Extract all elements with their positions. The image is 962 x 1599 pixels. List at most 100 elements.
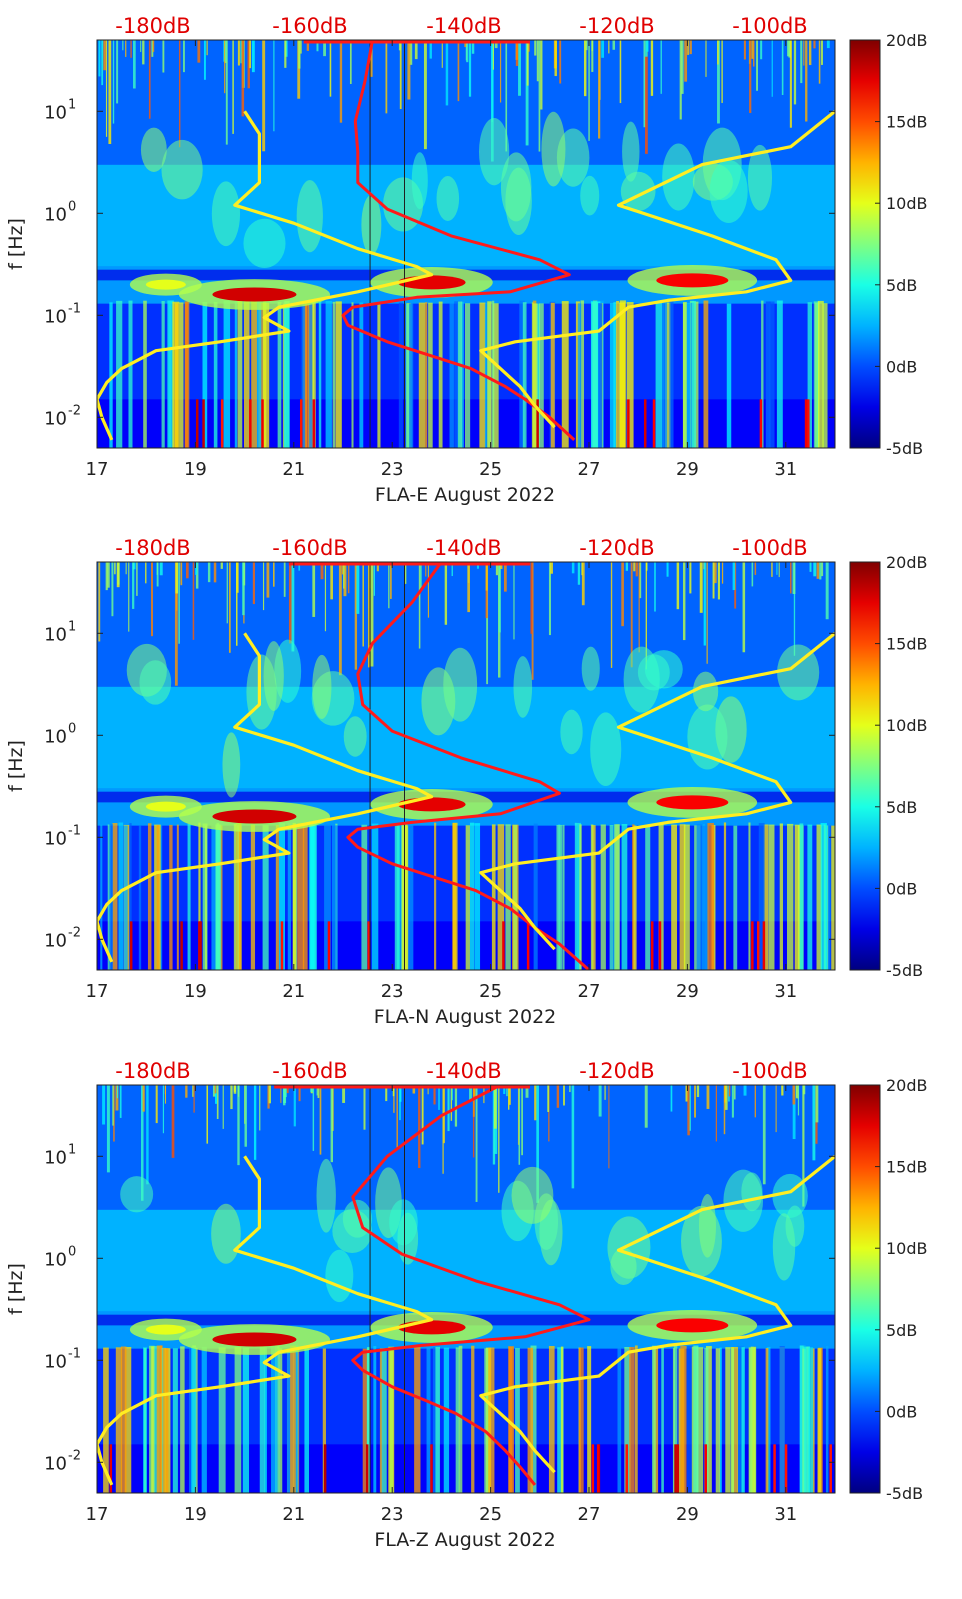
heatmap-streak — [540, 40, 543, 110]
colorbar-label: 5dB — [886, 276, 917, 295]
heatmap-stripe — [706, 1346, 712, 1493]
heatmap-streak — [500, 562, 503, 570]
heatmap-stripe — [492, 303, 499, 448]
heatmap-stripe — [324, 823, 331, 970]
heatmap-streak — [536, 1085, 539, 1203]
heatmap-stripe — [776, 300, 783, 448]
heatmap-stripe — [625, 1444, 628, 1493]
colorbar — [849, 39, 881, 449]
heatmap-stripe — [813, 301, 820, 448]
heatmap-plume — [513, 656, 533, 718]
heatmap-streak — [731, 1085, 734, 1118]
heatmap-streak — [809, 562, 812, 572]
heatmap-streak — [136, 562, 138, 596]
heatmap-stripe — [174, 303, 179, 448]
heatmap-streak — [152, 40, 155, 52]
heatmap-streak — [475, 1085, 478, 1202]
heatmap-stripe — [803, 1346, 810, 1493]
heatmap-stripe — [703, 300, 709, 448]
heatmap-streak — [706, 562, 708, 664]
heatmap-streak — [743, 1085, 747, 1096]
heatmap-stripe — [579, 1347, 584, 1493]
curve-yellow-right — [479, 632, 835, 951]
heatmap-stripe — [123, 825, 128, 970]
heatmap-stripe — [151, 1346, 154, 1493]
heatmap-stripe — [633, 825, 637, 970]
heatmap-streak — [228, 562, 231, 653]
heatmap-stripe — [487, 301, 492, 448]
top-db-label: -100dB — [732, 14, 807, 38]
axes-frame — [96, 39, 836, 449]
x-tick-label: 17 — [86, 459, 109, 480]
heatmap-streak — [237, 40, 240, 66]
heatmap-streak — [534, 1085, 537, 1121]
y-tick-exponent: -1 — [68, 1346, 81, 1361]
heatmap-stripe — [458, 1345, 463, 1493]
heatmap-streak — [645, 562, 647, 670]
heatmap-stripe — [658, 921, 662, 970]
heatmap-stripe — [389, 1348, 394, 1493]
heatmap-streak — [310, 1085, 313, 1093]
heatmap-streak — [751, 562, 754, 587]
heatmap-streak — [789, 40, 792, 128]
heatmap-streak — [128, 562, 130, 632]
heatmap-plume — [478, 118, 510, 186]
heatmap-stripe — [557, 1347, 564, 1493]
heatmap-plume — [211, 1203, 241, 1264]
heatmap-streak — [425, 562, 427, 577]
heatmap-stripe — [759, 399, 763, 448]
heatmap-stripe — [704, 1347, 709, 1493]
heatmap-streak — [418, 1085, 421, 1169]
heatmap-stripe — [116, 300, 123, 448]
heatmap-stripe — [118, 822, 124, 970]
heatmap-streak — [273, 562, 275, 587]
heatmap-stripe — [278, 823, 286, 970]
y-tick-label: 10 — [44, 726, 67, 747]
heatmap-stripe — [302, 824, 308, 970]
heatmap-streak — [493, 1085, 497, 1129]
heatmap-stripe — [765, 1348, 769, 1493]
heatmap-stripe — [180, 921, 183, 970]
heatmap-streak — [214, 1085, 217, 1094]
heatmap-streak — [418, 562, 421, 649]
heatmap-streak — [207, 562, 211, 583]
heatmap-streak — [694, 1085, 696, 1118]
heatmap-stripe — [513, 824, 518, 970]
y-tick-exponent: -1 — [68, 823, 81, 838]
heatmap-streak — [599, 40, 601, 100]
x-tick-label: 19 — [184, 1504, 207, 1525]
heatmap-streak — [242, 562, 245, 616]
heatmap-streak — [447, 1085, 450, 1132]
heatmap-streak — [367, 562, 370, 668]
heatmap-hotspot — [656, 273, 729, 288]
heatmap-streak — [676, 562, 680, 610]
heatmap-plume — [637, 654, 670, 691]
heatmap-streak — [114, 562, 116, 575]
heatmap-plume — [332, 1209, 372, 1254]
heatmap-streak — [569, 1085, 571, 1093]
heatmap-streak — [508, 1085, 511, 1105]
heatmap-streak — [732, 562, 736, 591]
heatmap-stripe — [407, 823, 414, 970]
heatmap-streak — [105, 562, 108, 591]
heatmap-streak — [262, 40, 266, 152]
heatmap-stripe — [817, 1348, 822, 1493]
heatmap-stripe — [398, 302, 403, 448]
colorbar-label: 20dB — [886, 31, 928, 50]
y-tick-label: 10 — [44, 102, 67, 123]
colorbar-label: 15dB — [886, 635, 928, 654]
y-tick-label: 10 — [44, 306, 67, 327]
y-tick-exponent: 0 — [68, 721, 76, 736]
x-tick-label: 27 — [578, 981, 601, 1002]
heatmap-streak — [329, 40, 332, 97]
heatmap-stripe — [530, 1345, 537, 1493]
heatmap-streak — [451, 562, 453, 577]
heatmap-stripe — [707, 822, 714, 970]
heatmap-stripe — [693, 1345, 699, 1493]
heatmap-streak — [203, 40, 206, 80]
heatmap-streak — [122, 40, 124, 51]
heatmap-streak — [398, 40, 402, 51]
heatmap-streak — [347, 562, 350, 594]
heatmap-stripe — [765, 301, 771, 448]
heatmap-plume — [777, 644, 820, 701]
